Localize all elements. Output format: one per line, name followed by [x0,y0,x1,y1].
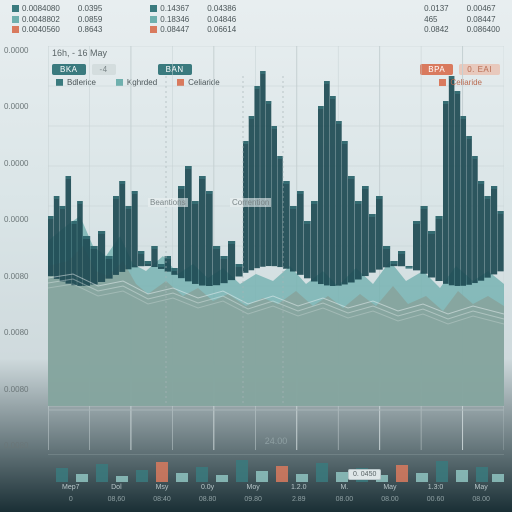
y-tick: 0.0080 [4,328,44,337]
x-tick: 08.00 [322,496,368,506]
stat-value: 0.04386 [207,4,236,14]
stat-value: 0.0040560 [12,25,60,35]
x-tick: 08.80 [185,496,231,506]
y-tick: 0.0000 [4,102,44,111]
y-tick: 0.0080 [4,441,44,450]
y-tick: 0.0080 [4,272,44,281]
legend-item[interactable]: Celiaride [439,78,482,87]
stat-group-4: 0.043860.048460.06614 [207,4,236,35]
x-tick: Moy [230,484,276,494]
x-tick: May [367,484,413,494]
y-tick: 0.0000 [4,215,44,224]
stat-group-1: 0.00840800.00488020.0040560 [12,4,60,35]
stat-value: 0.0048802 [12,15,60,25]
stat-value: 0.0842 [424,25,448,35]
stat-group-3: 0.143670.183460.08447 [150,4,189,35]
x-tick: 2.89 [276,496,322,506]
y-axis-labels: 0.0000 0.0000 0.0000 0.0000 0.0080 0.0080 0.00… [4,46,44,450]
top-stats-strip: 0.00840800.00488020.0040560 0.03950.0859… [0,0,512,37]
x-tick: 08.00 [458,496,504,506]
stat-value: 0.08447 [467,15,500,25]
x-tick: 08.00 [367,496,413,506]
y-tick: 0.0080 [4,385,44,394]
stat-group-6: 0.004670.084470.086400 [467,4,500,35]
x-axis-ticks-bottom: 008,6008:4008.8009.802.8908.0008.0000.60… [48,496,504,506]
x-tick: 09.80 [230,496,276,506]
x-tick: 00.60 [413,496,459,506]
main-chart[interactable]: 24.00 Beantions Corrention [48,46,504,450]
x-tick: 1.2.0 [276,484,322,494]
svg-text:24.00: 24.00 [265,436,288,446]
y-tick: 0.0000 [4,159,44,168]
x-tick: 08:40 [139,496,185,506]
y-tick: 0.0000 [4,46,44,55]
stat-group-2: 0.03950.08590.8643 [78,4,102,35]
stat-value: 0.06614 [207,25,236,35]
stat-value: 0.0859 [78,15,102,25]
stat-value: 0.14367 [150,4,189,14]
stat-value: 0.0084080 [12,4,60,14]
stat-value: 0.0137 [424,4,448,14]
stat-value: 0.00467 [467,4,500,14]
chart-annotation: Beantions [148,198,188,207]
volume-value-tag: 0. 0450 [348,469,381,480]
chart-svg: 24.00 [48,46,504,450]
x-tick: 0 [48,496,94,506]
stat-value: 0.04846 [207,15,236,25]
x-tick: Dol [94,484,140,494]
x-tick: M. [322,484,368,494]
stat-value: 0.086400 [467,25,500,35]
volume-bars[interactable]: 0. 0450 [48,454,504,482]
stat-value: 465 [424,15,448,25]
stat-value: 0.0395 [78,4,102,14]
stat-value: 0.08447 [150,25,189,35]
stat-group-5: 0.01374650.0842 [424,4,448,35]
x-tick: 1.3:0 [413,484,459,494]
x-tick: 0.0y [185,484,231,494]
volume-svg [48,454,504,482]
x-tick: 08,60 [94,496,140,506]
x-axis-ticks-top: Mep7DolMsy0.0yMoy1.2.0M.May1.3:0May [48,484,504,494]
stat-value: 0.18346 [150,15,189,25]
chart-annotation: Corrention [230,198,271,207]
x-tick: May [458,484,504,494]
x-tick: Mep7 [48,484,94,494]
stat-value: 0.8643 [78,25,102,35]
x-tick: Msy [139,484,185,494]
